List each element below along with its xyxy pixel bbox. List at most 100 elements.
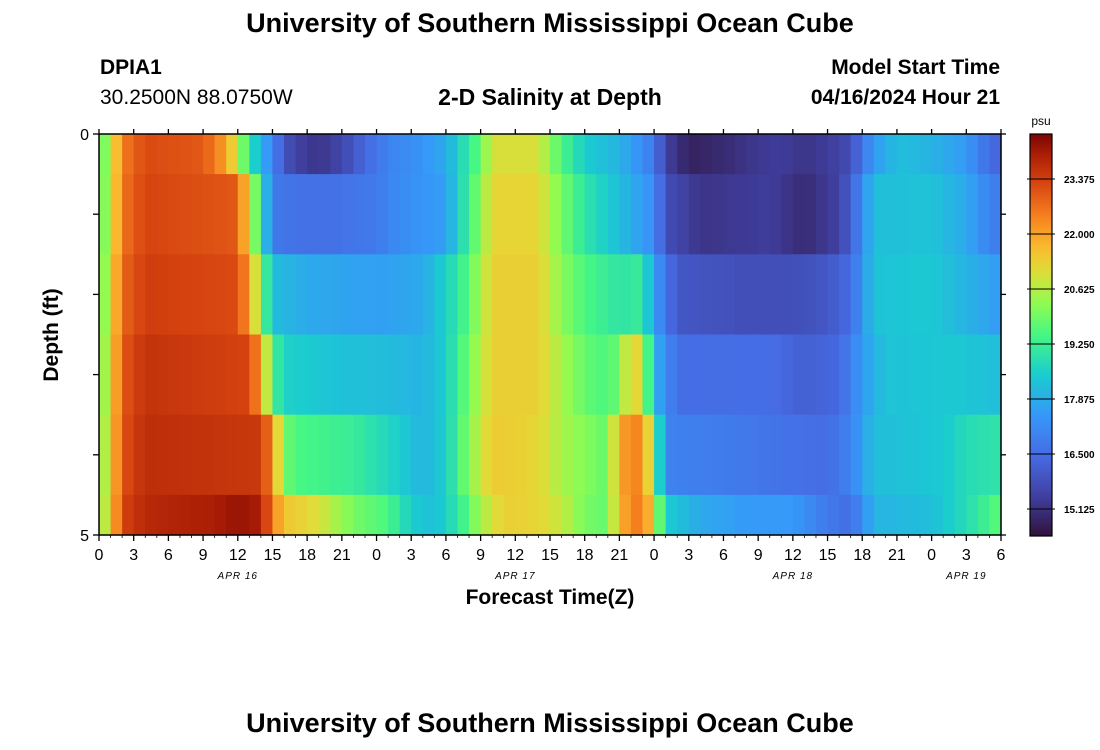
heatmap-cell [873,134,886,175]
heatmap-cell [885,414,898,496]
x-tick-label: 3 [129,547,138,564]
heatmap-cell [943,174,956,255]
heatmap-cell [839,414,852,496]
heatmap-cell [584,334,597,416]
heatmap-cell [307,414,320,496]
heatmap-cell [642,334,655,416]
heatmap-cell [330,494,343,536]
heatmap-cell [931,174,944,255]
heatmap-cell [318,334,331,416]
x-tick-label: 15 [541,547,559,564]
heatmap-cell [873,334,886,416]
colorbar-ticks: 23.375 22.000 20.625 19.250 17.875 16.500 15.1… [1027,175,1095,516]
heatmap-cell [654,334,667,416]
heatmap-cell [654,494,667,536]
heatmap-cell [249,494,262,536]
heatmap-cell [723,134,736,175]
heatmap-cell [596,254,609,336]
heatmap-cell [515,334,528,416]
heatmap-cell [954,494,967,536]
heatmap-cell [330,414,343,496]
heatmap-cell [989,134,1002,175]
heatmap-cell [781,414,794,496]
heatmap-cell [145,134,158,175]
heatmap-cell [920,494,933,536]
heatmap-cell [561,414,574,496]
heatmap-cell [145,334,158,416]
heatmap-cell [896,254,910,336]
heatmap-cell [399,494,412,536]
date-labels: APR 16 APR 17 APR 18 APR 19 [217,571,986,582]
heatmap-cell [411,134,424,175]
heatmap-cell [503,254,516,336]
heatmap-cell [561,334,574,416]
heatmap-cell [179,414,193,496]
heatmap-cell [422,174,435,255]
heatmap-cell [249,254,262,336]
heatmap-cell [758,254,771,336]
heatmap-cell [526,334,540,416]
heatmap-cell [411,174,424,255]
heatmap-cell [515,254,528,336]
x-tick-label: 21 [333,547,351,564]
heatmap-cell [318,494,331,536]
heatmap-cell [758,494,771,536]
heatmap-cell [156,254,169,336]
heatmap-cell [376,254,389,336]
colorbar-tick-label: 23.375 [1064,175,1095,186]
heatmap-cell [723,414,736,496]
heatmap-cell [399,254,412,336]
heatmap-cell [295,414,308,496]
x-tick-label: 9 [199,547,208,564]
heatmap-cell [839,494,852,536]
heatmap-cell [179,494,193,536]
heatmap-cell [411,334,424,416]
x-axis-label: Forecast Time(Z) [466,586,635,609]
heatmap-cell [723,334,736,416]
x-tick-label: 21 [888,547,906,564]
heatmap-cell [873,414,886,496]
x-tick-label: 3 [407,547,416,564]
heatmap-cell [966,414,979,496]
heatmap-cell [792,134,806,175]
heatmap-cell [434,134,447,175]
heatmap-cell [376,174,389,255]
heatmap-cell [237,494,250,536]
heatmap-cell [804,494,817,536]
heatmap-cell [133,414,146,496]
x-tick-label: 15 [819,547,837,564]
heatmap-cell [110,414,123,496]
heatmap-cell [388,414,401,496]
heatmap-cell [700,414,713,496]
heatmap-cell [665,254,678,336]
heatmap-cell [665,334,678,416]
heatmap-cell [399,174,412,255]
x-tick-label: 3 [962,547,971,564]
heatmap-cell [156,334,169,416]
heatmap-cell [619,254,632,336]
heatmap-cell [353,254,366,336]
heatmap-cell [758,134,771,175]
heatmap-cell [295,174,308,255]
heatmap-cell [480,254,493,336]
heatmap-cell [654,174,667,255]
heatmap-cell [353,494,366,536]
heatmap-cell [827,494,840,536]
heatmap-cell [434,494,447,536]
heatmap-cell [445,174,459,255]
heatmap-cell [295,134,308,175]
heatmap-cell [989,254,1002,336]
heatmap-cell [284,414,297,496]
heatmap-cell [550,174,563,255]
heatmap-cell [862,174,875,255]
heatmap-cell [711,174,725,255]
heatmap-cell [596,334,609,416]
heatmap-cell [364,414,378,496]
heatmap-cell [711,494,725,536]
heatmap-cell [839,254,852,336]
heatmap-cell [827,254,840,336]
heatmap-cell [330,254,343,336]
heatmap-cell [156,414,169,496]
heatmap-cell [607,134,620,175]
colorbar-tick-label: 22.000 [1064,230,1095,241]
